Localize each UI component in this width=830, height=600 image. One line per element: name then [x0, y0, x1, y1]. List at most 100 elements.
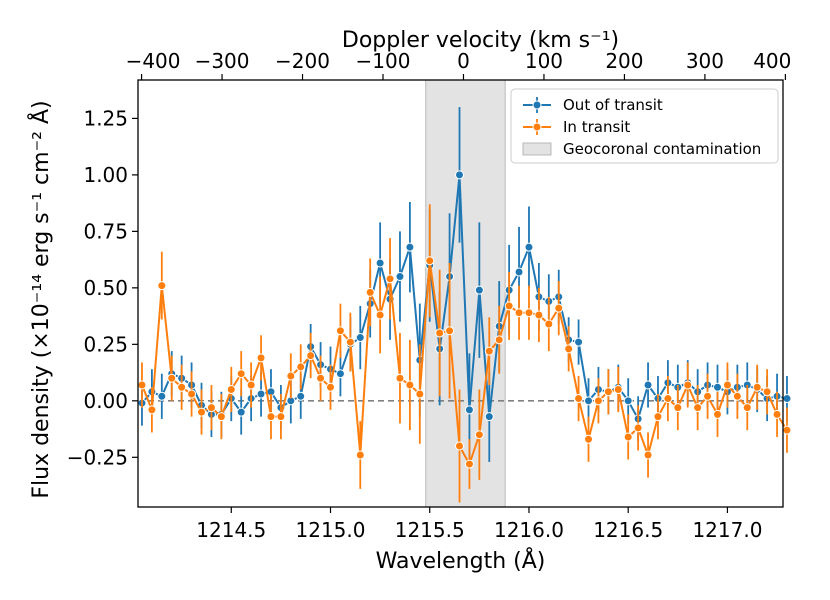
data-point: [316, 373, 326, 383]
x-axis-title: Wavelength (Å): [376, 547, 546, 574]
data-point: [464, 459, 474, 469]
data-point: [345, 337, 355, 347]
data-point: [683, 380, 693, 390]
legend-label: Out of transit: [563, 96, 663, 114]
data-point: [584, 396, 594, 406]
data-point: [574, 394, 584, 404]
data-point: [206, 403, 216, 413]
x-tick-label: 1215.5: [395, 518, 465, 542]
data-point: [772, 409, 782, 419]
top-tick-label: 0: [457, 49, 470, 73]
data-point: [643, 380, 653, 390]
data-point: [167, 373, 177, 383]
legend-box: [510, 88, 779, 164]
data-point: [256, 353, 266, 363]
data-point: [425, 256, 435, 266]
data-point: [693, 403, 703, 413]
data-point: [722, 380, 732, 390]
data-point: [266, 412, 276, 422]
data-point: [484, 346, 494, 356]
data-point: [574, 337, 584, 347]
data-point: [613, 385, 623, 395]
data-point: [405, 380, 415, 390]
data-point: [187, 389, 197, 399]
top-tick-label: −100: [356, 49, 411, 73]
data-point: [713, 409, 723, 419]
data-point: [504, 301, 514, 311]
data-point: [673, 403, 683, 413]
legend-swatch-geocoronal: [522, 142, 552, 156]
data-point: [385, 274, 395, 284]
x-tick-label: 1214.5: [196, 518, 266, 542]
data-point: [246, 380, 256, 390]
data-point: [643, 450, 653, 460]
data-point: [276, 412, 286, 422]
data-point: [663, 394, 673, 404]
data-point: [395, 272, 405, 282]
data-point: [216, 412, 226, 422]
data-point: [603, 387, 613, 397]
data-point: [296, 362, 306, 372]
legend: Out of transit In transit Geocoronal conta…: [510, 88, 779, 164]
data-point: [554, 303, 564, 313]
data-point: [395, 373, 405, 383]
data-point: [524, 308, 534, 318]
top-tick-label: 200: [605, 49, 643, 73]
data-point: [713, 382, 723, 392]
top-tick-label: −400: [126, 49, 181, 73]
data-point: [703, 391, 713, 401]
legend-marker: [532, 100, 542, 110]
data-point: [464, 405, 474, 415]
data-point: [435, 328, 445, 338]
data-point: [633, 423, 643, 433]
y-tick-label: 0.75: [83, 219, 128, 243]
data-point: [296, 391, 306, 401]
plot-frame: [137, 79, 784, 508]
data-point: [782, 425, 792, 435]
data-point: [236, 369, 246, 379]
data-point: [782, 394, 792, 404]
data-point: [623, 396, 633, 406]
data-point: [474, 430, 484, 440]
data-point: [137, 380, 147, 390]
data-point: [564, 344, 574, 354]
data-point: [524, 242, 534, 252]
data-point: [494, 335, 504, 345]
data-point: [375, 310, 385, 320]
top-tick-label: −200: [275, 49, 330, 73]
y-tick-label: 0.50: [83, 276, 128, 300]
data-point: [365, 287, 375, 297]
data-point: [752, 382, 762, 392]
data-point: [335, 326, 345, 336]
legend-marker: [532, 122, 542, 132]
data-point: [355, 450, 365, 460]
data-point: [514, 267, 524, 277]
x-tick-label: 1215.0: [296, 518, 366, 542]
data-point: [157, 391, 167, 401]
x-tick-label: 1216.0: [494, 518, 564, 542]
data-point: [326, 382, 336, 392]
y-tick-label: 1.00: [83, 163, 128, 187]
y-axis-title: Flux density (×10⁻¹⁴ erg s⁻¹ cm⁻² Å): [27, 100, 54, 498]
data-point: [355, 333, 365, 343]
series-in-transit: [137, 204, 792, 503]
data-point: [584, 434, 594, 444]
data-point: [147, 405, 157, 415]
data-point: [157, 281, 167, 291]
data-point: [335, 369, 345, 379]
y-tick-label: 1.25: [83, 106, 128, 130]
data-point: [306, 351, 316, 361]
data-point: [514, 308, 524, 318]
data-point: [742, 403, 752, 413]
data-point: [415, 389, 425, 399]
data-point: [762, 387, 772, 397]
data-point: [484, 412, 494, 422]
top-tick-label: −300: [195, 49, 250, 73]
data-point: [445, 326, 455, 336]
data-point: [623, 432, 633, 442]
legend-label: In transit: [563, 118, 630, 136]
data-point: [286, 371, 296, 381]
top-tick-label: 100: [525, 49, 563, 73]
data-point: [375, 258, 385, 268]
top-tick-label: 400: [753, 49, 791, 73]
